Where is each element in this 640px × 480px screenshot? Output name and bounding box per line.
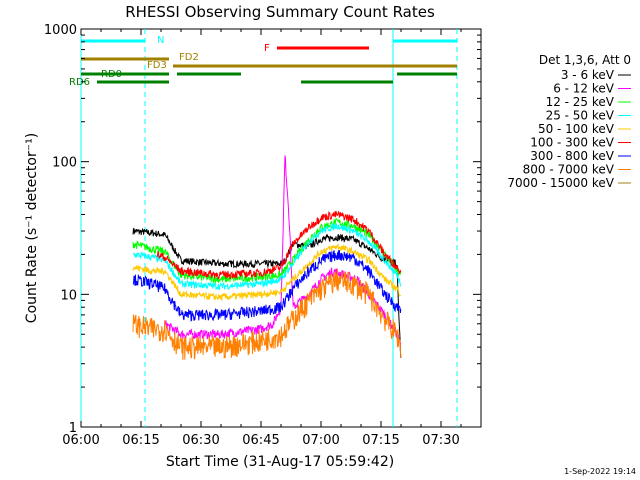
series-line-7: [132, 269, 402, 360]
legend-label-4: 50 - 100 keV: [538, 122, 615, 136]
y-tick-label-2: 100: [52, 156, 77, 171]
series-line-5: [156, 210, 402, 280]
state-label-fd2: FD2: [179, 52, 199, 63]
x-axis-label: Start Time (31-Aug-17 05:59:42): [166, 454, 394, 470]
axes: 06:00 06:15 06:30 06:45 07:00 07:15 07:30 1 10 10…: [44, 23, 482, 448]
legend-label-8: 7000 - 15000 keV: [507, 176, 614, 190]
x-tick-label-0: 06:00: [62, 433, 99, 448]
legend-label-6: 300 - 800 keV: [530, 149, 614, 163]
x-tick-label-3: 06:45: [242, 433, 279, 448]
y-tick-label-1: 10: [60, 288, 77, 303]
legend-label-3: 25 - 50 keV: [546, 109, 615, 123]
chart-title: RHESSI Observing Summary Count Rates: [125, 3, 435, 21]
legend-label-0: 3 - 6 keV: [561, 68, 615, 82]
state-label-n: N: [157, 35, 164, 46]
x-tick-label-6: 07:30: [422, 433, 459, 448]
series-line-0: [132, 227, 402, 358]
legend-label-5: 100 - 300 keV: [530, 136, 614, 150]
x-tick-label-1: 06:15: [122, 433, 159, 448]
x-tick-label-2: 06:30: [182, 433, 219, 448]
generation-timestamp: 1-Sep-2022 19:14: [564, 467, 636, 476]
y-axis-label: Count Rate (s⁻¹ detector⁻¹): [24, 133, 40, 323]
legend-label-7: 800 - 7000 keV: [523, 163, 615, 177]
attenuator-states: N F FD2 FD3 RD0 RD6: [69, 35, 457, 88]
series-line-3: [133, 223, 402, 290]
series-line-4: [132, 243, 402, 301]
state-label-rd0: RD0: [101, 69, 122, 80]
x-tick-label-5: 07:15: [362, 433, 399, 448]
state-label-f: F: [264, 43, 270, 54]
x-tick-label-4: 07:00: [302, 433, 339, 448]
legend-title: Det 1,3,6, Att 0: [539, 53, 631, 67]
state-label-fd3: FD3: [147, 60, 167, 71]
vertical-markers: [80, 29, 458, 427]
y-tick-label-3: 1000: [44, 23, 77, 38]
series-layer: [132, 155, 402, 360]
y-tick-label-0: 1: [69, 421, 77, 436]
state-label-rd6: RD6: [69, 77, 90, 88]
series-line-1: [164, 155, 402, 347]
series-line-6: [132, 249, 402, 322]
legend-label-1: 6 - 12 keV: [553, 82, 615, 96]
legend-label-2: 12 - 25 keV: [546, 95, 615, 109]
